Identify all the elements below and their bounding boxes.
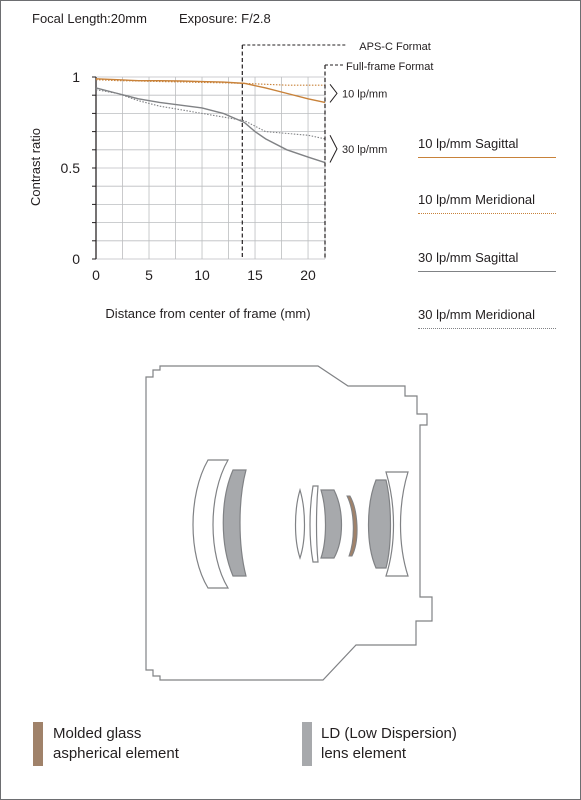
format-marker-label: APS-C Format xyxy=(359,41,431,53)
lens-element-3 xyxy=(294,487,306,560)
y-tick-label: 1 xyxy=(72,69,80,85)
lens-element-8 xyxy=(385,471,409,577)
y-tick-label: 0 xyxy=(72,251,80,267)
lens-element-6 xyxy=(346,495,358,557)
legend-item-30-meridional: 30 lp/mm Meridional xyxy=(418,307,556,329)
legend-label: 30 lp/mm Sagittal xyxy=(418,250,519,265)
legend-line-icon xyxy=(418,157,556,158)
x-tick-label: 15 xyxy=(247,267,263,283)
x-tick-label: 5 xyxy=(145,267,153,283)
x-axis-label: Distance from center of frame (mm) xyxy=(105,306,310,321)
ld-element-swatch xyxy=(302,722,312,766)
molded-glass-swatch xyxy=(33,722,43,766)
lens-barrel-outline xyxy=(145,365,433,681)
molded-glass-line1: Molded glass xyxy=(53,725,142,742)
ld-element-label: LD (Low Dispersion) lens element xyxy=(321,724,457,764)
lens-element-5 xyxy=(320,489,343,559)
y-tick-label: 0.5 xyxy=(61,160,81,176)
legend-label: 30 lp/mm Meridional xyxy=(418,307,536,322)
axis-ticks: 0 5 10 15 20 1 0.5 0 xyxy=(61,69,317,283)
x-tick-label: 10 xyxy=(194,267,210,283)
series-line-30-lp-mm-meridional xyxy=(95,89,326,140)
lens-construction-diagram xyxy=(145,365,433,681)
legend-line-icon xyxy=(418,213,556,214)
chart-series xyxy=(95,78,326,164)
chart-grid xyxy=(92,76,326,260)
frequency-label: 30 lp/mm xyxy=(342,144,387,156)
molded-glass-label: Molded glass aspherical element xyxy=(53,724,179,764)
legend-label: 10 lp/mm Sagittal xyxy=(418,136,519,151)
legend-line-icon xyxy=(418,328,556,329)
frequency-bracket-icon xyxy=(329,135,338,163)
frequency-bracket-icon xyxy=(329,83,338,103)
series-line-30-lp-mm-sagittal xyxy=(95,87,326,164)
lens-element-4 xyxy=(309,485,319,563)
legend-item-30-sagittal: 30 lp/mm Sagittal xyxy=(418,250,556,272)
legend-item-10-meridional: 10 lp/mm Meridional xyxy=(418,192,556,214)
molded-glass-line2: aspherical element xyxy=(53,745,179,762)
format-marker-label: Full-frame Format xyxy=(346,61,433,73)
y-axis-label: Contrast ratio xyxy=(28,128,43,206)
x-tick-label: 20 xyxy=(300,267,316,283)
ld-element-line1: LD (Low Dispersion) xyxy=(321,725,457,742)
x-tick-label: 0 xyxy=(92,267,100,283)
legend-line-icon xyxy=(418,271,556,272)
format-markers: APS-C Format Full-frame Format 10 lp/mm 30 … xyxy=(241,41,433,259)
series-line-10-lp-mm-sagittal xyxy=(95,78,326,104)
mtf-chart: APS-C Format Full-frame Format 10 lp/mm 30 … xyxy=(28,41,433,321)
lens-element-2 xyxy=(222,469,247,577)
ld-element-line2: lens element xyxy=(321,745,407,762)
legend-item-10-sagittal: 10 lp/mm Sagittal xyxy=(418,136,556,158)
focal-length-label: Focal Length:20mm xyxy=(32,11,147,26)
frequency-label: 10 lp/mm xyxy=(342,88,387,100)
lens-element-1 xyxy=(192,459,230,589)
exposure-label: Exposure: F/2.8 xyxy=(179,11,271,26)
lens-element-7 xyxy=(367,479,392,569)
legend-label: 10 lp/mm Meridional xyxy=(418,192,536,207)
